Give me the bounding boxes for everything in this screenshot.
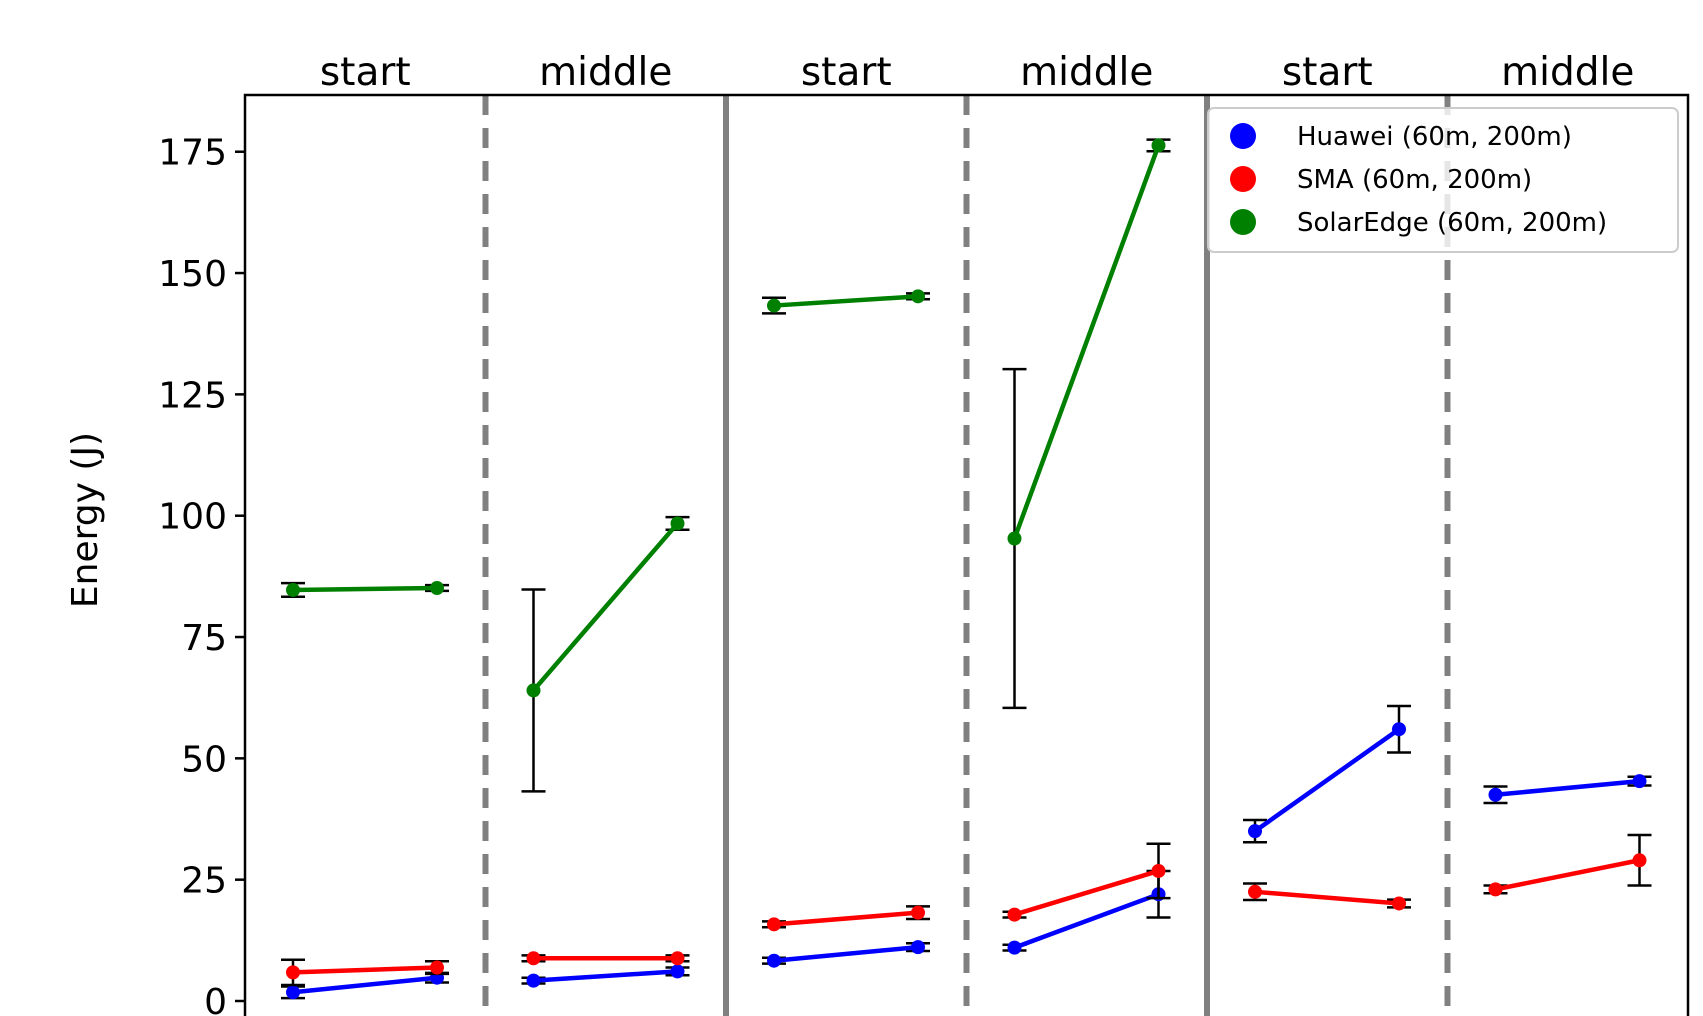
- legend-marker: [1230, 209, 1256, 235]
- data-point: [1007, 907, 1022, 922]
- data-point: [1007, 531, 1022, 546]
- series-line: [1495, 858, 1640, 892]
- data-point: [911, 905, 925, 920]
- y-tick-label: 75: [181, 618, 227, 659]
- legend-box: [1207, 107, 1679, 253]
- panel-label: middle: [1020, 50, 1153, 95]
- data-point: [1007, 940, 1022, 955]
- data-point: [526, 951, 541, 966]
- series-line: [533, 969, 678, 983]
- data-point: [1488, 787, 1503, 802]
- data-point: [1151, 138, 1166, 153]
- y-tick-label: 175: [158, 133, 227, 174]
- series-line: [1253, 727, 1401, 833]
- data-point: [911, 289, 925, 304]
- panel-label: start: [320, 50, 411, 95]
- data-point: [670, 516, 685, 531]
- legend: Huawei (60m, 200m) SMA (60m, 200m) SolarEd…: [1207, 107, 1679, 253]
- panel-label: middle: [1501, 50, 1634, 95]
- series-line: [1013, 892, 1160, 950]
- data-point: [1248, 824, 1262, 839]
- y-axis-title: Energy (J): [65, 432, 106, 608]
- y-tick-label: 0: [204, 982, 227, 1016]
- data-point: [1392, 722, 1406, 737]
- legend-marker: [1230, 166, 1256, 192]
- y-axis: 0 25 50 75 100 125 150 175: [158, 133, 245, 1016]
- series-line: [773, 294, 919, 308]
- data-point: [1151, 863, 1166, 878]
- panel-label: start: [801, 50, 892, 95]
- data-point: [1632, 774, 1647, 789]
- panel-separators: [482, 95, 1451, 1016]
- series-line: [292, 965, 438, 975]
- data-point: [670, 964, 685, 979]
- data-point: [767, 298, 781, 313]
- data-point: [286, 985, 300, 1000]
- legend-marker: [1230, 123, 1256, 149]
- y-tick-label: 50: [181, 739, 227, 780]
- y-tick-label: 150: [158, 254, 227, 295]
- series-line: [292, 975, 438, 995]
- y-tick-label: 25: [181, 861, 227, 902]
- data-point: [430, 581, 444, 596]
- y-tick-label: 100: [158, 497, 227, 538]
- series-line: [292, 585, 438, 593]
- data-point: [526, 683, 541, 698]
- data-point: [911, 940, 925, 955]
- legend-label: SMA (60m, 200m): [1297, 165, 1532, 195]
- data-point: [526, 973, 541, 988]
- panel-label: start: [1282, 50, 1373, 95]
- series-2: [281, 138, 1171, 793]
- series-1: [281, 833, 1652, 987]
- series-line: [773, 910, 919, 927]
- panel-label: middle: [539, 50, 672, 95]
- legend-label: SolarEdge (60m, 200m): [1297, 208, 1607, 238]
- data-point: [286, 582, 300, 597]
- series-line: [1495, 778, 1640, 797]
- y-tick-label: 125: [158, 375, 227, 416]
- data-point: [767, 917, 781, 932]
- legend-label: Huawei (60m, 200m): [1297, 122, 1572, 152]
- series-0: [281, 704, 1652, 1000]
- plot-frame: [243, 93, 1690, 1016]
- plot-area: [281, 138, 1652, 1000]
- data-point: [1248, 884, 1262, 899]
- series-line: [1254, 889, 1400, 906]
- panel-labels: start middle start middle start middle: [320, 50, 1635, 95]
- data-point: [286, 965, 300, 980]
- data-point: [1392, 896, 1406, 911]
- series-line: [531, 521, 680, 692]
- data-point: [1488, 882, 1503, 897]
- series-line: [1012, 144, 1161, 540]
- data-point: [430, 960, 444, 975]
- data-point: [767, 953, 781, 968]
- data-point: [670, 951, 685, 966]
- data-point: [1632, 853, 1647, 868]
- series-line: [1013, 868, 1160, 917]
- series-line: [773, 944, 919, 963]
